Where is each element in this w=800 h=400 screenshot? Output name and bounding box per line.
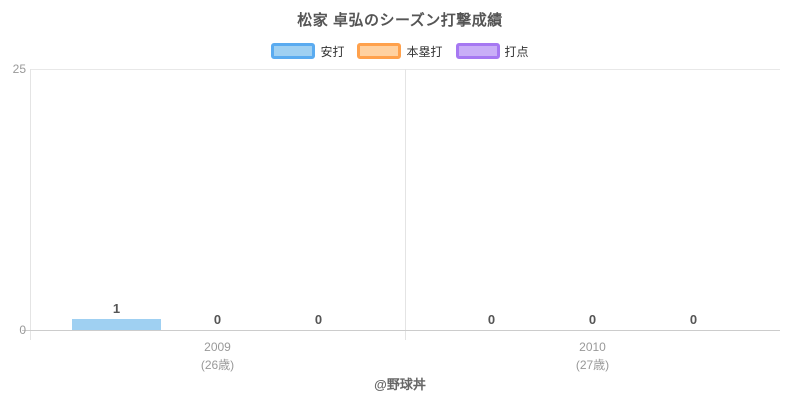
x-axis-label-age: (27歳) xyxy=(575,358,610,372)
x-axis-label: 2009 (26歳) xyxy=(158,338,278,374)
bar-value-label: 0 xyxy=(588,312,597,327)
legend-swatch-icon xyxy=(271,43,316,59)
legend-label: 打点 xyxy=(504,44,529,59)
legend-swatch-icon xyxy=(357,43,402,59)
x-axis-label: 2010 (27歳) xyxy=(533,338,653,374)
bar-value-label: 0 xyxy=(213,312,222,327)
y-axis-label: 25 xyxy=(12,62,26,76)
legend-item-0[interactable]: 安打 xyxy=(271,43,344,60)
legend-item-1[interactable]: 本塁打 xyxy=(357,43,443,60)
legend: 安打 本塁打 打点 xyxy=(0,42,800,60)
bar-value-label: 0 xyxy=(314,312,323,327)
bar-value-label: 1 xyxy=(112,301,121,316)
legend-swatch-icon xyxy=(455,43,500,59)
category-divider xyxy=(405,69,406,340)
legend-label: 本塁打 xyxy=(406,44,443,59)
x-axis-label-age: (26歳) xyxy=(200,358,235,372)
y-axis-line xyxy=(30,69,31,340)
x-axis-label-year: 2010 xyxy=(579,340,606,354)
bar-value-label: 0 xyxy=(487,312,496,327)
x-axis-label-year: 2009 xyxy=(204,340,231,354)
bar-value-label: 0 xyxy=(689,312,698,327)
bar-c0-s0 xyxy=(72,319,161,330)
legend-label: 安打 xyxy=(320,44,345,59)
y-axis-label: 0 xyxy=(19,323,26,337)
chart-title: 松家 卓弘のシーズン打撃成績 xyxy=(297,12,503,29)
x-axis-line xyxy=(22,330,780,331)
legend-item-2[interactable]: 打点 xyxy=(455,43,529,60)
watermark-credit: @野球丼 xyxy=(374,377,426,392)
